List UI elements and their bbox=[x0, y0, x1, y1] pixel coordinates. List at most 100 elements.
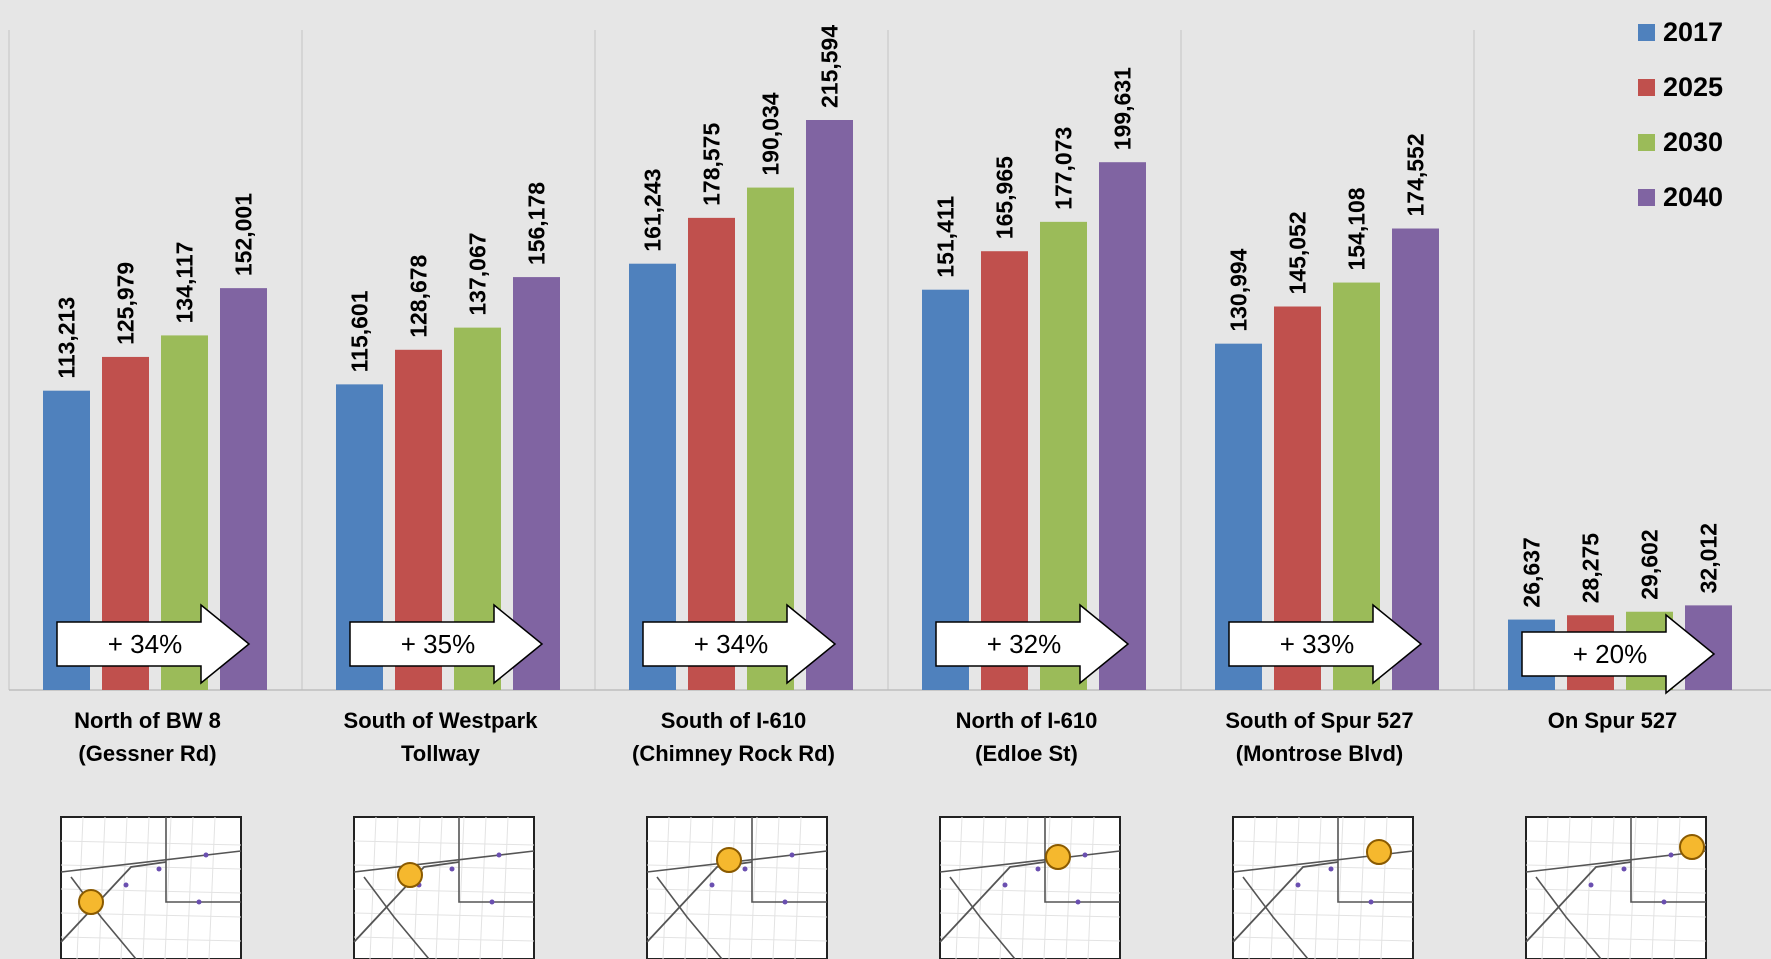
map-street bbox=[1673, 816, 1681, 959]
map-street bbox=[939, 912, 1121, 918]
map-street bbox=[391, 816, 399, 959]
growth-arrow-cat-5 bbox=[1228, 603, 1423, 685]
map-street bbox=[1336, 816, 1344, 959]
map-street bbox=[1585, 816, 1593, 959]
data-label-2040-cat-1: 152,001 bbox=[231, 193, 257, 276]
bar-2040-cat-5 bbox=[1392, 228, 1439, 691]
map-poi-dot bbox=[203, 852, 209, 858]
map-street bbox=[1021, 816, 1029, 959]
growth-arrow-cat-2 bbox=[349, 603, 544, 685]
map-street bbox=[120, 816, 128, 959]
map-street bbox=[1525, 864, 1707, 870]
map-frame bbox=[60, 816, 242, 959]
bar-2025-cat-3 bbox=[688, 217, 735, 690]
map-street bbox=[353, 936, 535, 942]
map-street bbox=[1563, 816, 1571, 959]
map-street bbox=[1232, 888, 1414, 894]
map-highway bbox=[60, 861, 167, 943]
map-street bbox=[60, 936, 242, 942]
growth-label-cat-3: + 34% bbox=[694, 629, 768, 659]
location-marker bbox=[1045, 844, 1071, 870]
map-street bbox=[1629, 816, 1637, 959]
legend-swatch-2040 bbox=[1638, 189, 1655, 206]
category-label-1-line2: (Gessner Rd) bbox=[78, 741, 216, 766]
map-poi-dot bbox=[196, 899, 202, 905]
data-label-2017-cat-3: 161,243 bbox=[640, 169, 666, 252]
map-poi-dot bbox=[1328, 866, 1334, 872]
data-label-2025-cat-1: 125,979 bbox=[113, 262, 139, 345]
map-poi-dot bbox=[1035, 866, 1041, 872]
category-label-5-line2: (Montrose Blvd) bbox=[1236, 741, 1403, 766]
map-highway bbox=[1337, 817, 1413, 903]
location-map-5 bbox=[1232, 816, 1414, 959]
data-label-2025-cat-4: 165,965 bbox=[992, 156, 1018, 239]
map-street bbox=[750, 816, 758, 959]
map-highway bbox=[363, 876, 430, 959]
data-label-2030-cat-3: 190,034 bbox=[758, 92, 784, 175]
map-poi-dot bbox=[1295, 882, 1301, 888]
map-highway bbox=[1525, 861, 1632, 943]
category-label-3-line2: (Chimney Rock Rd) bbox=[632, 741, 835, 766]
map-street bbox=[353, 888, 535, 894]
map-street bbox=[939, 888, 1121, 894]
location-map-3 bbox=[646, 816, 828, 959]
bar-2040-cat-1 bbox=[220, 288, 267, 690]
legend-label-2017: 2017 bbox=[1663, 17, 1723, 47]
data-label-2040-cat-4: 199,631 bbox=[1110, 67, 1136, 150]
growth-arrow-cat-6 bbox=[1521, 613, 1716, 695]
map-highway bbox=[949, 876, 1016, 959]
map-street bbox=[1232, 864, 1414, 870]
data-label-2030-cat-6: 29,602 bbox=[1637, 529, 1663, 599]
bar-2040-cat-2 bbox=[513, 277, 560, 690]
location-marker bbox=[1366, 839, 1392, 865]
map-street bbox=[1065, 816, 1073, 959]
data-label-2030-cat-4: 177,073 bbox=[1051, 127, 1077, 210]
category-label-5: South of Spur 527 bbox=[1225, 708, 1413, 733]
map-street bbox=[646, 936, 828, 942]
map-street bbox=[1358, 816, 1366, 959]
map-street bbox=[1043, 816, 1051, 959]
map-street bbox=[164, 816, 172, 959]
map-poi-dot bbox=[1368, 899, 1374, 905]
map-poi-dot bbox=[1588, 882, 1594, 888]
map-poi-dot bbox=[1082, 852, 1088, 858]
map-highway bbox=[1525, 850, 1707, 873]
map-street bbox=[479, 816, 487, 959]
category-label-2: South of Westpark bbox=[344, 708, 539, 733]
location-map-4 bbox=[939, 816, 1121, 959]
map-frame bbox=[646, 816, 828, 959]
map-highway bbox=[1630, 817, 1706, 903]
data-label-2025-cat-2: 128,678 bbox=[406, 254, 432, 337]
legend-label-2030: 2030 bbox=[1663, 127, 1723, 157]
map-poi-dot bbox=[1075, 899, 1081, 905]
data-label-2040-cat-6: 32,012 bbox=[1696, 523, 1722, 593]
category-label-4-line2: (Edloe St) bbox=[975, 741, 1078, 766]
legend-label-2040: 2040 bbox=[1663, 182, 1723, 212]
map-street bbox=[939, 936, 1121, 942]
map-street bbox=[1607, 816, 1615, 959]
map-street bbox=[413, 816, 421, 959]
data-label-2017-cat-5: 130,994 bbox=[1226, 248, 1252, 331]
map-street bbox=[142, 816, 150, 959]
location-map-1 bbox=[60, 816, 242, 959]
map-highway bbox=[751, 817, 827, 903]
map-poi-dot bbox=[1002, 882, 1008, 888]
legend-swatch-2017 bbox=[1638, 24, 1655, 41]
data-label-2025-cat-5: 145,052 bbox=[1285, 211, 1311, 294]
map-street bbox=[457, 816, 465, 959]
map-highway bbox=[353, 861, 460, 943]
data-label-2017-cat-4: 151,411 bbox=[933, 196, 959, 278]
bar-2017-cat-3 bbox=[629, 263, 676, 690]
bar-2040-cat-3 bbox=[806, 120, 853, 690]
map-street bbox=[353, 912, 535, 918]
map-highway bbox=[1535, 876, 1602, 959]
map-street bbox=[353, 840, 535, 846]
map-street bbox=[794, 816, 802, 959]
map-poi-dot bbox=[782, 899, 788, 905]
map-street bbox=[772, 816, 780, 959]
map-street bbox=[501, 816, 509, 959]
map-highway bbox=[656, 876, 723, 959]
map-street bbox=[646, 912, 828, 918]
map-street bbox=[1525, 936, 1707, 942]
